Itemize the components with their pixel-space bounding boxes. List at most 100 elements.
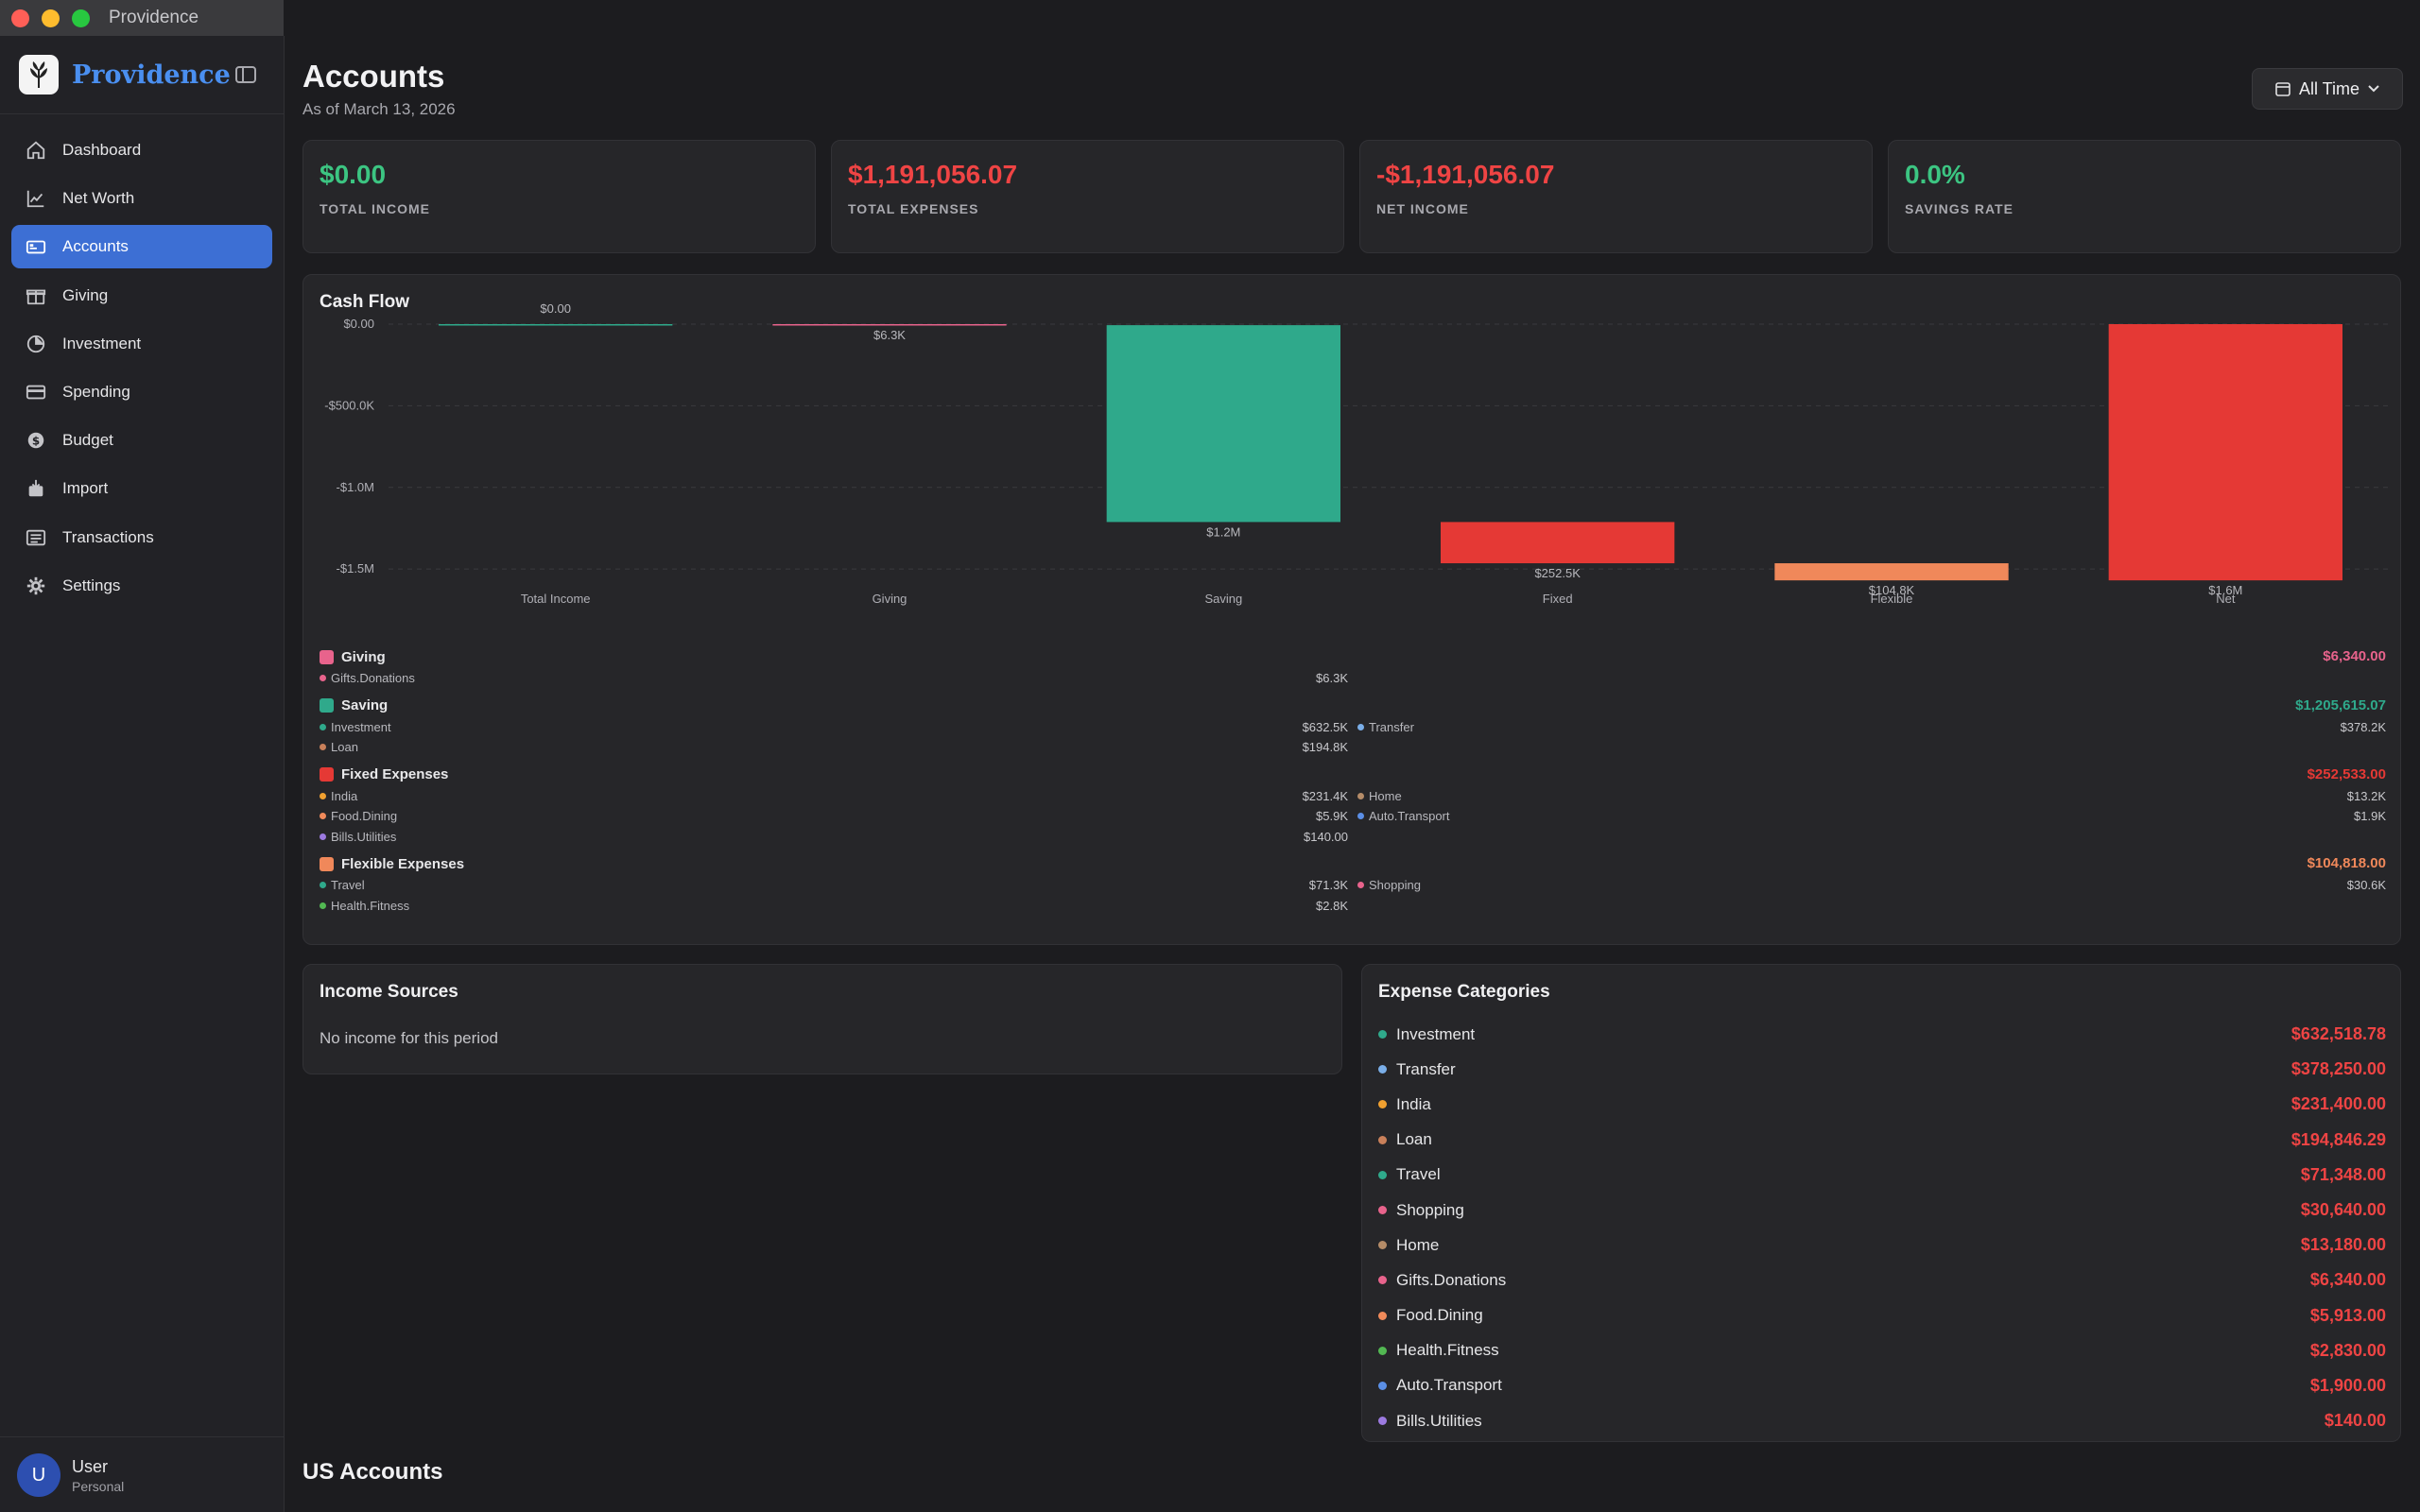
expense-categories-title: Expense Categories (1378, 982, 1550, 1002)
sidebar-item-label: Net Worth (62, 189, 135, 208)
sidebar: Providence Dashboard Net Worth Accounts Giv… (0, 36, 285, 1512)
expense-row[interactable]: Bills.Utilities $140.00 (1378, 1403, 2386, 1438)
legend-item-name: Health.Fitness (331, 898, 410, 913)
sidebar-item-net-worth[interactable]: Net Worth (11, 177, 272, 220)
legend-item-value: $632.5K (1302, 719, 1348, 734)
expense-name: Health.Fitness (1396, 1341, 1499, 1360)
expense-name: Home (1396, 1235, 1440, 1254)
category-dot (1378, 1170, 1387, 1179)
sidebar-item-budget[interactable]: $ Budget (11, 419, 272, 462)
expense-row[interactable]: Food.Dining $5,913.00 (1378, 1298, 2386, 1333)
legend-group-name: Giving (341, 648, 386, 665)
sidebar-item-transactions[interactable]: Transactions (11, 516, 272, 559)
pie-chart-icon (25, 333, 47, 355)
category-dot (1378, 1417, 1387, 1426)
page-subtitle: As of March 13, 2026 (302, 100, 456, 118)
expense-name: Auto.Transport (1396, 1376, 1502, 1395)
legend-swatch (320, 856, 334, 871)
sidebar-item-dashboard[interactable]: Dashboard (11, 129, 272, 172)
legend-dot (320, 723, 326, 730)
expense-name: Food.Dining (1396, 1306, 1483, 1325)
legend-item-value: $13.2K (2346, 788, 2386, 803)
legend-item: Health.Fitness $2.8K (320, 896, 1348, 917)
legend-group-total: $1,205,615.07 (2295, 696, 2386, 713)
brand[interactable]: Providence (19, 55, 231, 94)
legend-dot (1357, 723, 1364, 730)
sidebar-item-settings[interactable]: Settings (11, 564, 272, 608)
bar-value-label: $6.3K (873, 328, 906, 342)
legend-group-giving: Giving $6,340.00 Gifts.Donations $6.3K (320, 645, 2386, 689)
sidebar-item-investment[interactable]: Investment (11, 322, 272, 366)
minimize-window-button[interactable] (42, 9, 60, 27)
expense-row[interactable]: Transfer $378,250.00 (1378, 1052, 2386, 1087)
sidebar-item-label: Spending (62, 382, 130, 401)
maximize-window-button[interactable] (72, 9, 90, 27)
legend-item-value: $194.8K (1302, 740, 1348, 755)
legend-dot (320, 792, 326, 799)
stat-value: $0.00 (320, 160, 387, 189)
expense-row[interactable]: Auto.Transport $1,900.00 (1378, 1368, 2386, 1403)
stat-value: $1,191,056.07 (848, 160, 1018, 189)
legend-item: Bills.Utilities $140.00 (320, 827, 1348, 848)
y-tick-label: -$1.0M (337, 480, 374, 494)
legend-group-flexible-expenses: Flexible Expenses $104,818.00 Travel $71.3K… (320, 852, 2386, 916)
legend-dot (320, 744, 326, 751)
category-dot (1378, 1381, 1387, 1390)
legend-item-name: Home (1369, 788, 1402, 803)
sidebar-item-import[interactable]: Import (11, 467, 272, 510)
sidebar-item-label: Import (62, 479, 109, 498)
stat-savings-rate: 0.0% SAVINGS RATE (1888, 140, 2401, 253)
bar-net (2108, 324, 2342, 581)
legend-item-value: $140.00 (1304, 829, 1348, 844)
sidebar-item-label: Dashboard (62, 141, 142, 159)
legend-dot (320, 675, 326, 682)
expense-name: Bills.Utilities (1396, 1411, 1482, 1430)
expense-amount: $378,250.00 (2290, 1059, 2386, 1079)
expense-row[interactable]: Loan $194,846.29 (1378, 1123, 2386, 1158)
sidebar-item-accounts[interactable]: Accounts (11, 225, 272, 269)
legend-item-value: $231.4K (1302, 788, 1348, 803)
legend-item-name: Bills.Utilities (331, 829, 397, 844)
expense-name: Gifts.Donations (1396, 1270, 1507, 1289)
expense-row[interactable]: Shopping $30,640.00 (1378, 1193, 2386, 1228)
expense-row[interactable]: India $231,400.00 (1378, 1087, 2386, 1122)
legend-dot (1357, 813, 1364, 820)
legend-group-name: Saving (341, 697, 389, 713)
stat-label: SAVINGS RATE (1905, 201, 2014, 216)
expense-amount: $6,340.00 (2309, 1270, 2386, 1290)
legend-group-total: $252,533.00 (2307, 765, 2386, 782)
sidebar-item-giving[interactable]: Giving (11, 274, 272, 318)
expense-row[interactable]: Home $13,180.00 (1378, 1228, 2386, 1263)
legend-item-name: India (331, 788, 358, 803)
category-dot (1378, 1311, 1387, 1320)
user-name: User (72, 1456, 109, 1476)
page-title: Accounts (302, 59, 445, 94)
expense-name: India (1396, 1094, 1431, 1113)
user-profile[interactable]: U User Personal (17, 1453, 124, 1497)
time-range-dropdown[interactable]: All Time (2252, 68, 2403, 110)
expense-amount: $140.00 (2324, 1411, 2386, 1431)
list-icon (25, 526, 47, 549)
legend-item-value: $71.3K (1308, 878, 1348, 893)
expense-amount: $30,640.00 (2300, 1200, 2386, 1220)
sidebar-toggle-icon[interactable] (234, 64, 257, 85)
bar-giving (772, 324, 1007, 326)
legend-item: Auto.Transport $1.9K (1357, 806, 2386, 827)
legend-item-name: Investment (331, 719, 391, 734)
bar-value-label: $1.6M (2208, 583, 2242, 597)
expense-amount: $194,846.29 (2290, 1129, 2386, 1149)
expense-row[interactable]: Investment $632,518.78 (1378, 1017, 2386, 1052)
expense-amount: $632,518.78 (2290, 1024, 2386, 1044)
sidebar-item-spending[interactable]: Spending (11, 370, 272, 414)
y-tick-label: $0.00 (343, 317, 374, 331)
expense-row[interactable]: Gifts.Donations $6,340.00 (1378, 1263, 2386, 1297)
expense-row[interactable]: Travel $71,348.00 (1378, 1158, 2386, 1193)
legend-group-fixed-expenses: Fixed Expenses $252,533.00 India $231.4K Hom… (320, 764, 2386, 848)
close-window-button[interactable] (11, 9, 29, 27)
income-sources-title: Income Sources (320, 982, 458, 1002)
us-accounts-heading: US Accounts (302, 1459, 443, 1485)
chart-line-icon (25, 187, 47, 210)
import-icon (25, 477, 47, 500)
legend-item-value: $378.2K (2340, 719, 2386, 734)
expense-row[interactable]: Health.Fitness $2,830.00 (1378, 1333, 2386, 1368)
